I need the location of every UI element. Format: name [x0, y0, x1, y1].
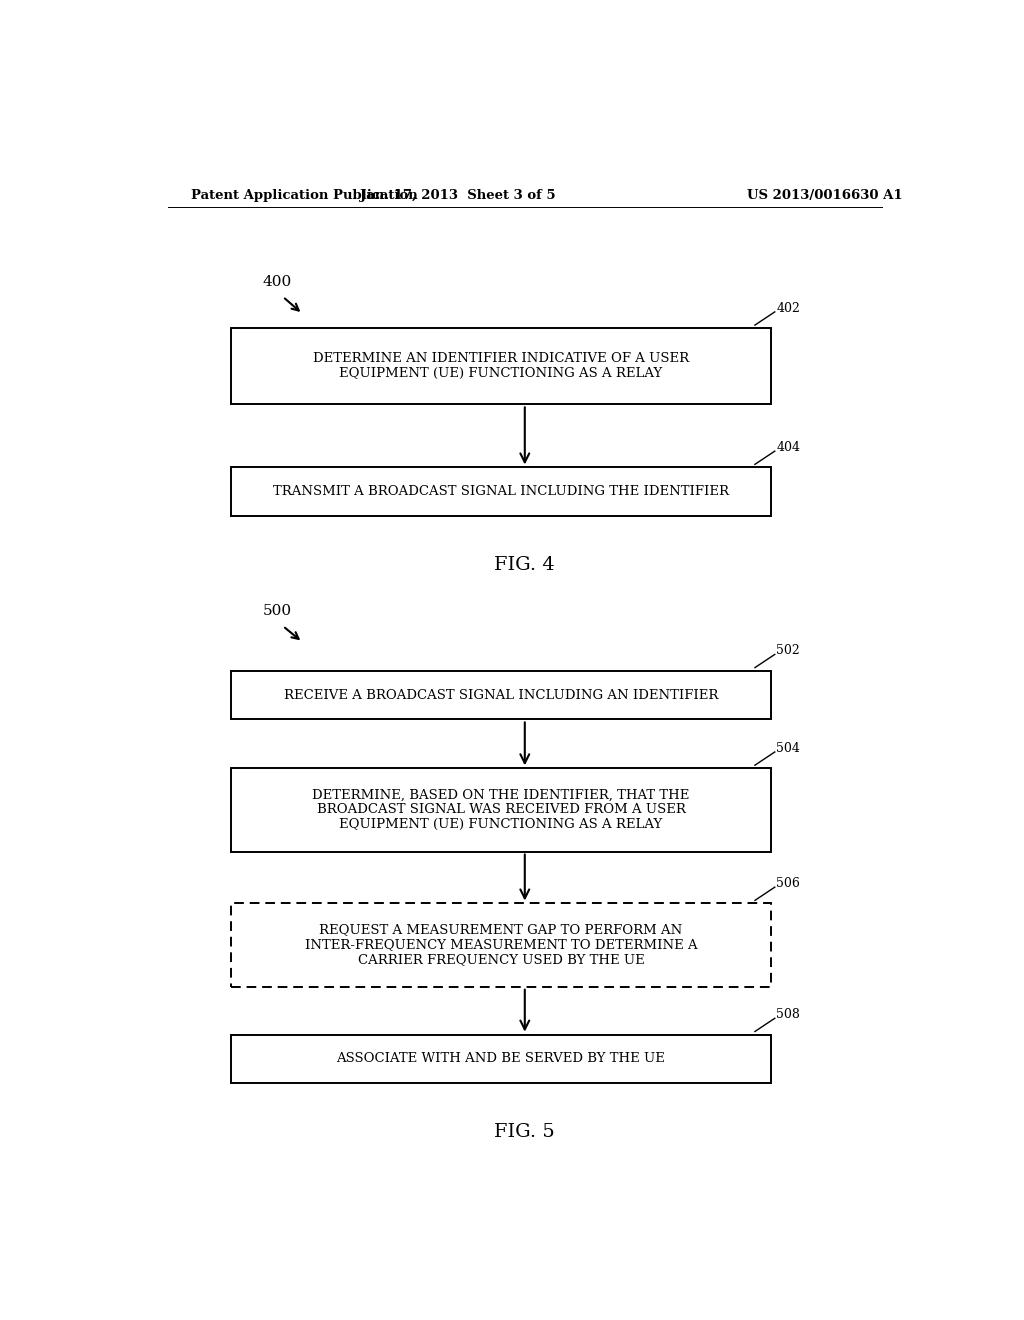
- Text: 502: 502: [776, 644, 800, 657]
- Text: FIG. 4: FIG. 4: [495, 556, 555, 574]
- Text: 506: 506: [776, 878, 800, 890]
- Text: US 2013/0016630 A1: US 2013/0016630 A1: [748, 189, 902, 202]
- Text: TRANSMIT A BROADCAST SIGNAL INCLUDING THE IDENTIFIER: TRANSMIT A BROADCAST SIGNAL INCLUDING TH…: [273, 486, 729, 498]
- Bar: [231, 467, 771, 516]
- Bar: [231, 903, 771, 987]
- Text: FIG. 5: FIG. 5: [495, 1123, 555, 1140]
- Text: Jan. 17, 2013  Sheet 3 of 5: Jan. 17, 2013 Sheet 3 of 5: [359, 189, 555, 202]
- Text: RECEIVE A BROADCAST SIGNAL INCLUDING AN IDENTIFIER: RECEIVE A BROADCAST SIGNAL INCLUDING AN …: [284, 689, 718, 701]
- Text: 500: 500: [263, 603, 292, 618]
- Bar: [231, 1035, 771, 1084]
- Text: DETERMINE, BASED ON THE IDENTIFIER, THAT THE
BROADCAST SIGNAL WAS RECEIVED FROM : DETERMINE, BASED ON THE IDENTIFIER, THAT…: [312, 788, 690, 832]
- Text: 400: 400: [263, 276, 292, 289]
- Bar: [231, 671, 771, 719]
- Bar: [231, 329, 771, 404]
- Text: 508: 508: [776, 1008, 800, 1022]
- Text: 404: 404: [776, 441, 801, 454]
- Text: 504: 504: [776, 742, 800, 755]
- Text: REQUEST A MEASUREMENT GAP TO PERFORM AN
INTER-FREQUENCY MEASUREMENT TO DETERMINE: REQUEST A MEASUREMENT GAP TO PERFORM AN …: [305, 924, 697, 966]
- Text: DETERMINE AN IDENTIFIER INDICATIVE OF A USER
EQUIPMENT (UE) FUNCTIONING AS A REL: DETERMINE AN IDENTIFIER INDICATIVE OF A …: [313, 352, 689, 380]
- Text: Patent Application Publication: Patent Application Publication: [191, 189, 418, 202]
- Text: 402: 402: [776, 302, 800, 315]
- Text: ASSOCIATE WITH AND BE SERVED BY THE UE: ASSOCIATE WITH AND BE SERVED BY THE UE: [337, 1052, 666, 1065]
- Bar: [231, 768, 771, 851]
